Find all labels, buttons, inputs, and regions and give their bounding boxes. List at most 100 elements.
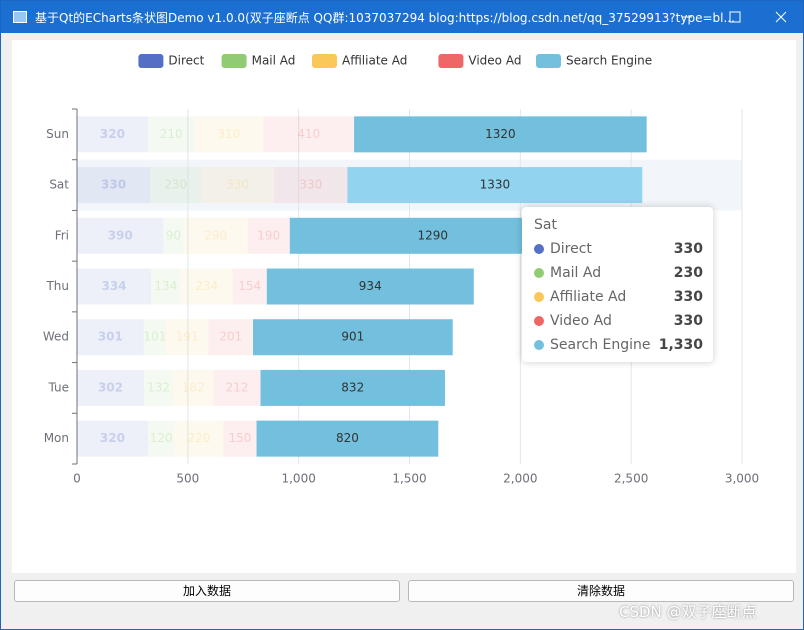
bar xyxy=(260,369,445,406)
bar xyxy=(213,369,261,406)
legend-item[interactable]: Mail Ad xyxy=(221,54,296,69)
bar-value-label: 320 xyxy=(100,127,125,141)
maximize-button[interactable] xyxy=(725,7,745,27)
bar xyxy=(347,167,643,204)
bar-value-label: 220 xyxy=(187,431,210,445)
legend-swatch xyxy=(312,54,337,68)
bar xyxy=(180,268,233,305)
y-tick-label: Thu xyxy=(45,279,69,293)
legend-item[interactable]: Search Engine xyxy=(536,54,652,69)
bar-value-label: 901 xyxy=(341,330,364,344)
y-tick-label: Sat xyxy=(49,178,69,192)
bar xyxy=(274,167,348,204)
tooltip-series-name: Affiliate Ad xyxy=(550,289,627,305)
tooltip-marker xyxy=(534,316,544,326)
bar xyxy=(223,420,257,457)
tooltip: Sat Direct 330 Mail Ad 230 Affiliate Ad 330 Vi… xyxy=(522,207,713,362)
tooltip-series-name: Direct xyxy=(550,241,592,257)
bar xyxy=(150,167,202,204)
x-tick-label: 1,000 xyxy=(281,472,315,486)
legend-item[interactable]: Video Ad xyxy=(438,54,521,69)
clear-data-button[interactable]: 清除数据 xyxy=(408,580,794,602)
tooltip-marker xyxy=(534,268,544,278)
y-tick-label: Wed xyxy=(43,330,69,344)
bar-value-label: 90 xyxy=(166,228,181,242)
legend-item[interactable]: Affiliate Ad xyxy=(312,54,407,69)
bar-value-label: 154 xyxy=(238,279,261,293)
bar-value-label: 330 xyxy=(101,178,126,192)
close-button[interactable] xyxy=(771,7,791,27)
tooltip-series-name: Search Engine xyxy=(550,337,651,353)
legend-swatch xyxy=(438,54,464,68)
x-tick-label: 500 xyxy=(176,472,199,486)
tooltip-value: 330 xyxy=(673,313,703,329)
bar xyxy=(266,268,474,305)
x-tick-label: 2,000 xyxy=(503,472,537,486)
bar xyxy=(147,116,195,153)
bar-value-label: 1320 xyxy=(485,127,516,141)
bar-value-label: 150 xyxy=(228,431,251,445)
bar xyxy=(147,420,175,457)
bar xyxy=(183,217,248,254)
bar-value-label: 230 xyxy=(164,178,187,192)
bar xyxy=(263,116,355,153)
bar-value-label: 120 xyxy=(150,431,173,445)
bar xyxy=(247,217,290,254)
bar xyxy=(173,369,214,406)
bar-value-label: 201 xyxy=(219,330,242,344)
bar-value-label: 302 xyxy=(98,380,123,394)
app-icon xyxy=(13,11,27,23)
bar-value-label: 330 xyxy=(299,178,322,192)
bar xyxy=(163,217,184,254)
bar-value-label: 290 xyxy=(204,228,227,242)
x-tick-label: 3,000 xyxy=(725,472,759,486)
tooltip-value: 1,330 xyxy=(658,337,703,353)
bar-value-label: 390 xyxy=(108,228,133,242)
tooltip-title: Sat xyxy=(534,217,557,233)
bar xyxy=(253,319,453,356)
legend-item[interactable]: Direct xyxy=(138,54,205,69)
bar xyxy=(208,319,254,356)
tooltip-value: 230 xyxy=(673,265,703,281)
bar-value-label: 832 xyxy=(341,380,364,394)
bar xyxy=(354,116,647,153)
bar-value-label: 934 xyxy=(359,279,382,293)
tooltip-series-name: Mail Ad xyxy=(550,265,602,281)
add-data-button[interactable]: 加入数据 xyxy=(14,580,400,602)
tooltip-marker xyxy=(534,292,544,302)
bar xyxy=(77,268,152,305)
tooltip-value: 330 xyxy=(673,241,703,257)
bar xyxy=(77,420,148,457)
bar-value-label: 1290 xyxy=(418,228,449,242)
bar xyxy=(143,319,167,356)
bar-value-label: 182 xyxy=(182,380,205,394)
y-tick-label: Fri xyxy=(55,228,69,242)
bar xyxy=(201,167,275,204)
bar xyxy=(77,369,144,406)
tooltip-marker xyxy=(534,244,544,254)
tooltip-row: Mail Ad 230 xyxy=(534,263,703,283)
y-tick-label: Sun xyxy=(46,127,69,141)
chart-view: Direct Mail Ad Affiliate Ad Video Ad Search … xyxy=(12,40,796,573)
legend-swatch xyxy=(138,54,164,68)
bar xyxy=(77,217,164,254)
bar xyxy=(194,116,264,153)
tooltip-row: Affiliate Ad 330 xyxy=(534,287,703,307)
bar xyxy=(166,319,209,356)
bar-value-label: 191 xyxy=(176,330,199,344)
tooltip-series-name: Video Ad xyxy=(550,313,612,329)
bar-value-label: 1330 xyxy=(480,178,511,192)
x-tick-label: 2,500 xyxy=(614,472,648,486)
bar xyxy=(232,268,267,305)
tooltip-value: 330 xyxy=(673,289,703,305)
tooltip-row: Search Engine 1,330 xyxy=(534,335,703,355)
tooltip-row: Video Ad 330 xyxy=(534,311,703,331)
bar xyxy=(174,420,224,457)
minimize-button[interactable] xyxy=(677,7,697,27)
y-tick-label: Mon xyxy=(44,431,69,445)
legend-label: Mail Ad xyxy=(252,54,296,68)
window-title: 基于Qt的ECharts条状图Demo v1.0.0(双子座断点 QQ群:103… xyxy=(35,11,735,25)
legend-swatch xyxy=(536,54,561,68)
bar-value-label: 310 xyxy=(217,127,240,141)
